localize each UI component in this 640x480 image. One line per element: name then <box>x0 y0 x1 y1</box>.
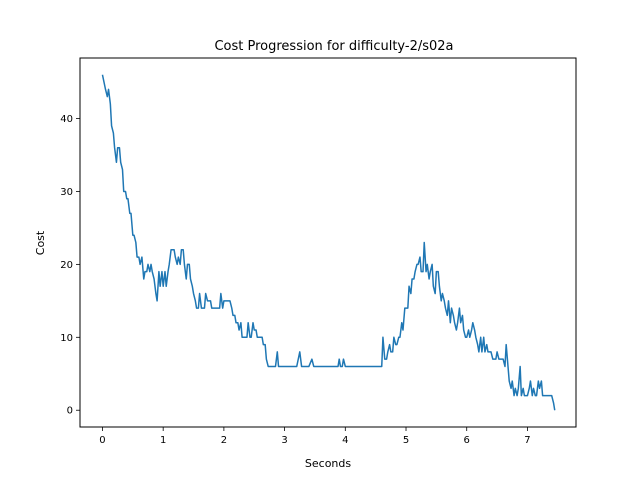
x-tick-label: 2 <box>221 435 227 446</box>
x-tick-label: 0 <box>99 435 105 446</box>
y-tick-label: 0 <box>67 406 73 417</box>
series-layer <box>101 74 556 411</box>
x-axis-label: Seconds <box>305 457 351 470</box>
y-axis-label: Cost <box>34 230 47 255</box>
x-axis-ticks: 0 1 2 3 4 5 6 7 <box>99 427 531 446</box>
axes-frame <box>79 57 577 428</box>
y-tick-label: 20 <box>60 260 73 271</box>
cost-series-line <box>101 74 556 411</box>
x-tick-label: 7 <box>524 435 530 446</box>
x-tick-label: 6 <box>464 435 470 446</box>
y-axis-ticks: 0 10 20 30 40 <box>60 114 80 417</box>
x-tick-label: 5 <box>403 435 409 446</box>
plot-area <box>79 57 577 428</box>
y-tick-label: 30 <box>60 187 73 198</box>
y-tick-label: 40 <box>60 114 73 125</box>
x-tick-label: 4 <box>342 435 348 446</box>
x-tick-label: 1 <box>160 435 166 446</box>
x-tick-label: 3 <box>281 435 287 446</box>
y-tick-label: 10 <box>60 333 73 344</box>
chart-title: Cost Progression for difficulty-2/s02a <box>214 39 453 54</box>
